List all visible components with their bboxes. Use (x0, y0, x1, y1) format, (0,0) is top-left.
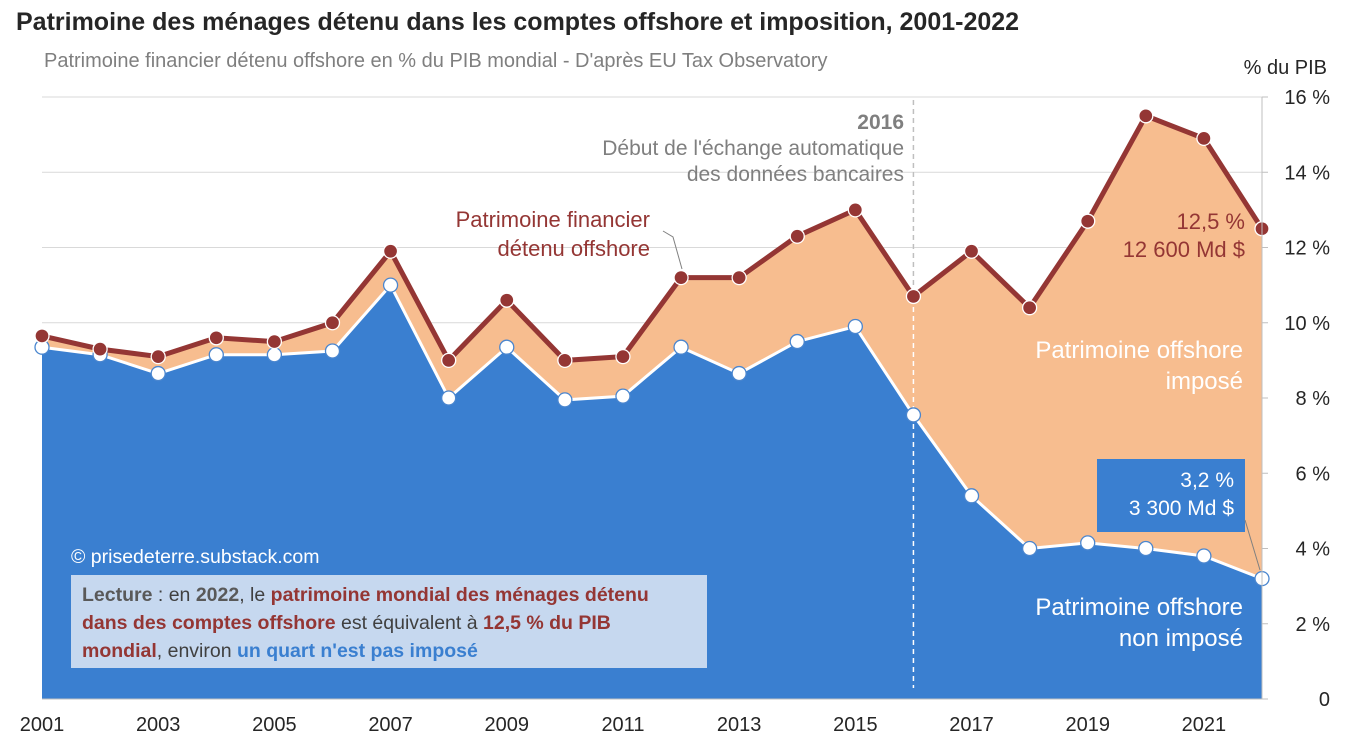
total-point (92, 341, 108, 357)
untaxed-point (150, 365, 166, 382)
untaxed-point (905, 407, 922, 423)
x-tick-label: 2009 (485, 714, 530, 736)
x-tick-label: 2007 (368, 714, 413, 736)
total-point (789, 228, 805, 244)
untaxed-point (557, 392, 573, 408)
reading-note-label: Lecture (82, 584, 153, 606)
taxed-area-label: imposé (1166, 368, 1243, 395)
event-year-label: 2016 (857, 111, 904, 134)
event-description: des données bancaires (687, 163, 904, 186)
x-tick-label: 2013 (717, 714, 762, 736)
untaxed-point (731, 365, 747, 382)
total-point (731, 269, 747, 286)
untaxed-point (1196, 548, 1212, 564)
untaxed-end-value: 3 300 Md $ (1129, 497, 1234, 520)
total-point (963, 243, 980, 259)
untaxed-point (673, 339, 689, 355)
reading-note-text: est équivalent à (335, 612, 483, 634)
total-line (41, 112, 1265, 365)
untaxed-point (208, 347, 224, 363)
total-point (615, 348, 631, 365)
untaxed-point (847, 318, 863, 335)
y-tick-label: 12 % (1284, 238, 1330, 260)
x-tick-label: 2003 (136, 714, 181, 736)
untaxed-end-leader (1244, 519, 1261, 571)
total-point (382, 243, 399, 259)
untaxed-point (441, 390, 457, 406)
event-description: Début de l'échange automatique (602, 137, 904, 160)
total-point (324, 315, 341, 331)
total-point (266, 333, 283, 350)
untaxed-area-label: Patrimoine offshore (1035, 594, 1243, 621)
x-tick-label: 2021 (1182, 714, 1227, 736)
x-tick-label: 2017 (949, 714, 994, 736)
x-tick-label: 2011 (601, 714, 644, 736)
taxed-area (42, 115, 1262, 579)
total-series-label: détenu offshore (498, 236, 651, 261)
y-tick-label: 16 % (1284, 87, 1330, 109)
y-tick-label: 6 % (1296, 463, 1331, 485)
untaxed-point (1080, 535, 1096, 551)
x-tick-label: 2005 (252, 714, 297, 736)
reading-note-highlight-share: 12,5 % du PIB mondial (82, 612, 611, 662)
y-tick-label: 2 % (1296, 614, 1331, 636)
untaxed-end-box (1097, 459, 1245, 532)
total-point (441, 352, 457, 369)
reading-note-text: , le (239, 584, 271, 606)
total-point (557, 352, 573, 369)
total-point (208, 330, 224, 346)
y-axis-label: % du PIB (1244, 57, 1327, 79)
untaxed-area-label: non imposé (1119, 625, 1243, 652)
reading-note-text: : en (152, 584, 196, 606)
untaxed-point (324, 343, 341, 359)
chart-subtitle: Patrimoine financier détenu offshore en … (44, 50, 828, 72)
untaxed-line (41, 282, 1263, 580)
total-point (1138, 108, 1154, 124)
chart-title: Patrimoine des ménages détenu dans les c… (16, 8, 1020, 36)
x-tick-label: 2019 (1065, 714, 1110, 736)
total-label-leader (662, 230, 683, 270)
y-tick-label: 4 % (1296, 539, 1331, 561)
untaxed-point (1138, 540, 1154, 557)
y-tick-label: 10 % (1284, 313, 1330, 335)
source-credit: © prisedeterre.substack.com (71, 546, 319, 568)
total-point (1196, 130, 1212, 147)
taxed-area-label: Patrimoine offshore (1035, 337, 1243, 364)
reading-note-text: , environ (156, 640, 237, 662)
y-tick-label: 0 (1319, 689, 1330, 711)
total-point (499, 292, 515, 308)
total-point (1021, 300, 1038, 316)
reading-note-highlight-untaxed: un quart n'est pas imposé (236, 640, 478, 662)
x-tick-label: 2015 (833, 714, 878, 736)
reading-note-year: 2022 (195, 584, 240, 606)
untaxed-point (499, 339, 515, 355)
untaxed-point (963, 488, 980, 504)
reading-note-highlight-wealth: patrimoine mondial des ménages détenu da… (82, 584, 649, 634)
total-point (905, 288, 922, 305)
total-point (673, 269, 689, 286)
total-point (150, 348, 166, 365)
untaxed-point (789, 333, 805, 350)
reading-note-box: Lecture : en 2022, le patrimoine mondial… (71, 575, 707, 668)
untaxed-point (615, 388, 631, 404)
total-end-value: 12,5 % (1177, 209, 1246, 234)
x-tick-label: 2001 (20, 714, 65, 736)
y-tick-label: 14 % (1284, 162, 1330, 184)
total-series-label: Patrimoine financier (456, 207, 650, 232)
total-point (1080, 213, 1096, 229)
untaxed-point (1021, 540, 1038, 557)
untaxed-end-value: 3,2 % (1180, 469, 1234, 492)
total-point (847, 202, 863, 218)
total-end-value: 12 600 Md $ (1123, 237, 1245, 262)
total-point (34, 328, 50, 344)
untaxed-point (382, 277, 399, 293)
untaxed-point (266, 347, 283, 363)
y-tick-label: 8 % (1296, 388, 1331, 410)
